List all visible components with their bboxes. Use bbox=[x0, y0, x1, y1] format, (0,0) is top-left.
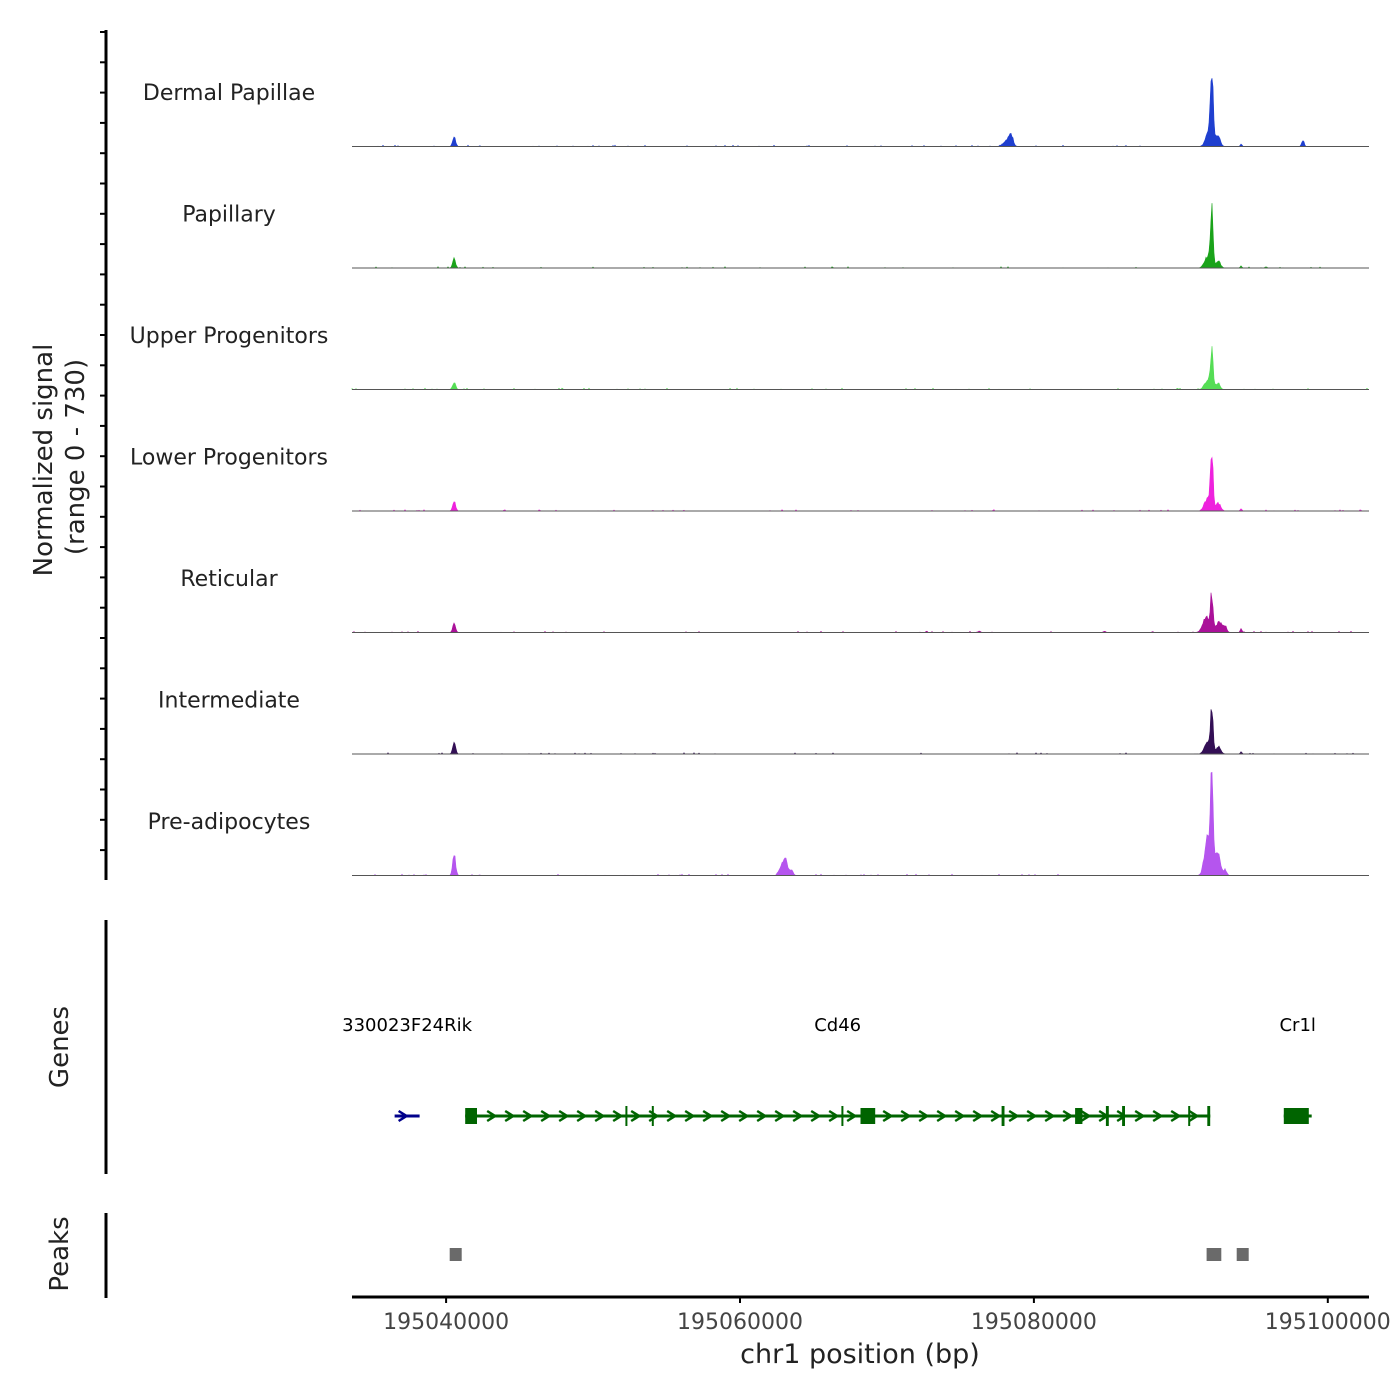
coverage-area bbox=[352, 78, 1369, 147]
strand-chevron bbox=[1170, 1109, 1182, 1123]
genes-panel: Genes 330023F24Rik Cd46 Cr1l bbox=[45, 920, 1316, 1174]
strand-chevron bbox=[702, 1109, 714, 1123]
genes-ylabel: Genes bbox=[45, 1006, 75, 1088]
strand-chevron bbox=[918, 1109, 930, 1123]
coverage-area bbox=[352, 709, 1369, 755]
track-label: Papillary bbox=[182, 203, 276, 228]
peak-region bbox=[1206, 1248, 1222, 1261]
gene-4930023f24rik: 330023F24Rik bbox=[342, 1015, 473, 1123]
strand-chevron bbox=[522, 1109, 534, 1123]
peak-region bbox=[449, 1248, 462, 1261]
x-tick-label: 195060000 bbox=[677, 1310, 803, 1335]
gene-exon bbox=[1122, 1106, 1125, 1126]
strand-chevron bbox=[1134, 1109, 1146, 1123]
coverage-tracks: Dermal Papillae Papillary Upper Progenitor… bbox=[130, 78, 1369, 876]
strand-chevron bbox=[792, 1109, 804, 1123]
gene-exon bbox=[1075, 1108, 1083, 1124]
coverage-y-ticks bbox=[100, 31, 106, 852]
strand-chevron bbox=[486, 1109, 498, 1123]
strand-chevron bbox=[1044, 1109, 1056, 1123]
gene-exon bbox=[465, 1108, 477, 1124]
strand-chevron bbox=[630, 1109, 642, 1123]
peak-regions bbox=[449, 1248, 1249, 1261]
strand-chevron bbox=[828, 1109, 840, 1123]
gene-cr1l: Cr1l bbox=[1279, 1015, 1316, 1124]
track-label: Dermal Papillae bbox=[143, 81, 315, 106]
strand-chevron bbox=[990, 1109, 1002, 1123]
strand-chevron bbox=[1062, 1109, 1074, 1123]
x-axis-label: chr1 position (bp) bbox=[740, 1339, 980, 1370]
coverage-area bbox=[352, 203, 1369, 269]
strand-chevron bbox=[397, 1109, 409, 1123]
strand-chevron bbox=[810, 1109, 822, 1123]
strand-chevron bbox=[666, 1109, 678, 1123]
track-pre-adipocytes: Pre-adipocytes bbox=[148, 771, 1369, 876]
strand-chevron bbox=[1008, 1109, 1020, 1123]
x-tick-label: 195080000 bbox=[971, 1310, 1097, 1335]
track-label: Reticular bbox=[180, 567, 278, 592]
track-upper-progenitors: Upper Progenitors bbox=[130, 324, 1369, 390]
x-tick-label: 195100000 bbox=[1265, 1310, 1391, 1335]
gene-exon bbox=[841, 1106, 844, 1126]
strand-chevron bbox=[594, 1109, 606, 1123]
peak-region bbox=[1236, 1248, 1249, 1261]
strand-chevron bbox=[576, 1109, 588, 1123]
strand-chevron bbox=[972, 1109, 984, 1123]
x-tick-label: 195040000 bbox=[383, 1310, 509, 1335]
track-label: Upper Progenitors bbox=[130, 324, 329, 349]
strand-chevron bbox=[846, 1109, 858, 1123]
track-label: Intermediate bbox=[158, 689, 300, 714]
coverage-area bbox=[351, 592, 1369, 633]
x-axis: 195040000 195060000 195080000 195100000 chr… bbox=[352, 1295, 1391, 1370]
coverage-area bbox=[352, 456, 1369, 512]
track-lower-progenitors: Lower Progenitors bbox=[130, 446, 1369, 512]
strand-chevron bbox=[540, 1109, 552, 1123]
strand-chevron bbox=[1188, 1109, 1200, 1123]
gene-label: Cd46 bbox=[814, 1015, 861, 1036]
peaks-ylabel: Peaks bbox=[45, 1216, 75, 1291]
strand-chevron bbox=[1026, 1109, 1038, 1123]
gene-exon bbox=[1105, 1106, 1109, 1126]
gene-exon bbox=[1207, 1106, 1211, 1126]
coverage-panel: Normalized signal (range 0 - 730) Dermal… bbox=[29, 30, 1369, 880]
strand-chevron bbox=[504, 1109, 516, 1123]
gene-exon bbox=[651, 1106, 654, 1126]
gene-label: Cr1l bbox=[1279, 1015, 1315, 1036]
coverage-ylabel-line2: (range 0 - 730) bbox=[61, 359, 91, 555]
strand-chevron bbox=[684, 1109, 696, 1123]
gene-exon bbox=[1283, 1108, 1309, 1124]
strand-chevron bbox=[1116, 1109, 1128, 1123]
x-ticks: 195040000 195060000 195080000 195100000 bbox=[383, 1297, 1391, 1335]
coverage-area bbox=[352, 771, 1369, 876]
track-papillary: Papillary bbox=[182, 203, 1369, 269]
strand-chevron bbox=[900, 1109, 912, 1123]
track-intermediate: Intermediate bbox=[158, 689, 1369, 755]
peaks-panel: Peaks bbox=[45, 1213, 1249, 1298]
strand-chevron bbox=[882, 1109, 894, 1123]
track-dermal-papillae: Dermal Papillae bbox=[143, 78, 1369, 147]
track-reticular: Reticular bbox=[180, 567, 1369, 633]
strand-chevron bbox=[756, 1109, 768, 1123]
strand-chevron bbox=[774, 1109, 786, 1123]
coverage-ylabel-line1: Normalized signal bbox=[29, 344, 59, 577]
gene-exon bbox=[625, 1106, 628, 1126]
strand-chevron bbox=[1152, 1109, 1164, 1123]
track-label: Lower Progenitors bbox=[130, 446, 328, 471]
gene-exon bbox=[1001, 1106, 1005, 1126]
strand-chevron bbox=[558, 1109, 570, 1123]
strand-chevron bbox=[720, 1109, 732, 1123]
strand-chevron bbox=[954, 1109, 966, 1123]
strand-chevron bbox=[1080, 1109, 1092, 1123]
strand-chevron bbox=[738, 1109, 750, 1123]
gene-label: 330023F24Rik bbox=[342, 1015, 472, 1036]
gene-cd46: Cd46 bbox=[465, 1015, 1211, 1126]
gene-exon bbox=[1188, 1106, 1191, 1126]
gene-exon bbox=[860, 1108, 876, 1124]
gene-models: 330023F24Rik Cd46 Cr1l bbox=[342, 1015, 1316, 1126]
strand-chevron bbox=[612, 1109, 624, 1123]
coverage-area bbox=[351, 346, 1369, 390]
track-label: Pre-adipocytes bbox=[148, 810, 311, 835]
strand-chevron bbox=[936, 1109, 948, 1123]
